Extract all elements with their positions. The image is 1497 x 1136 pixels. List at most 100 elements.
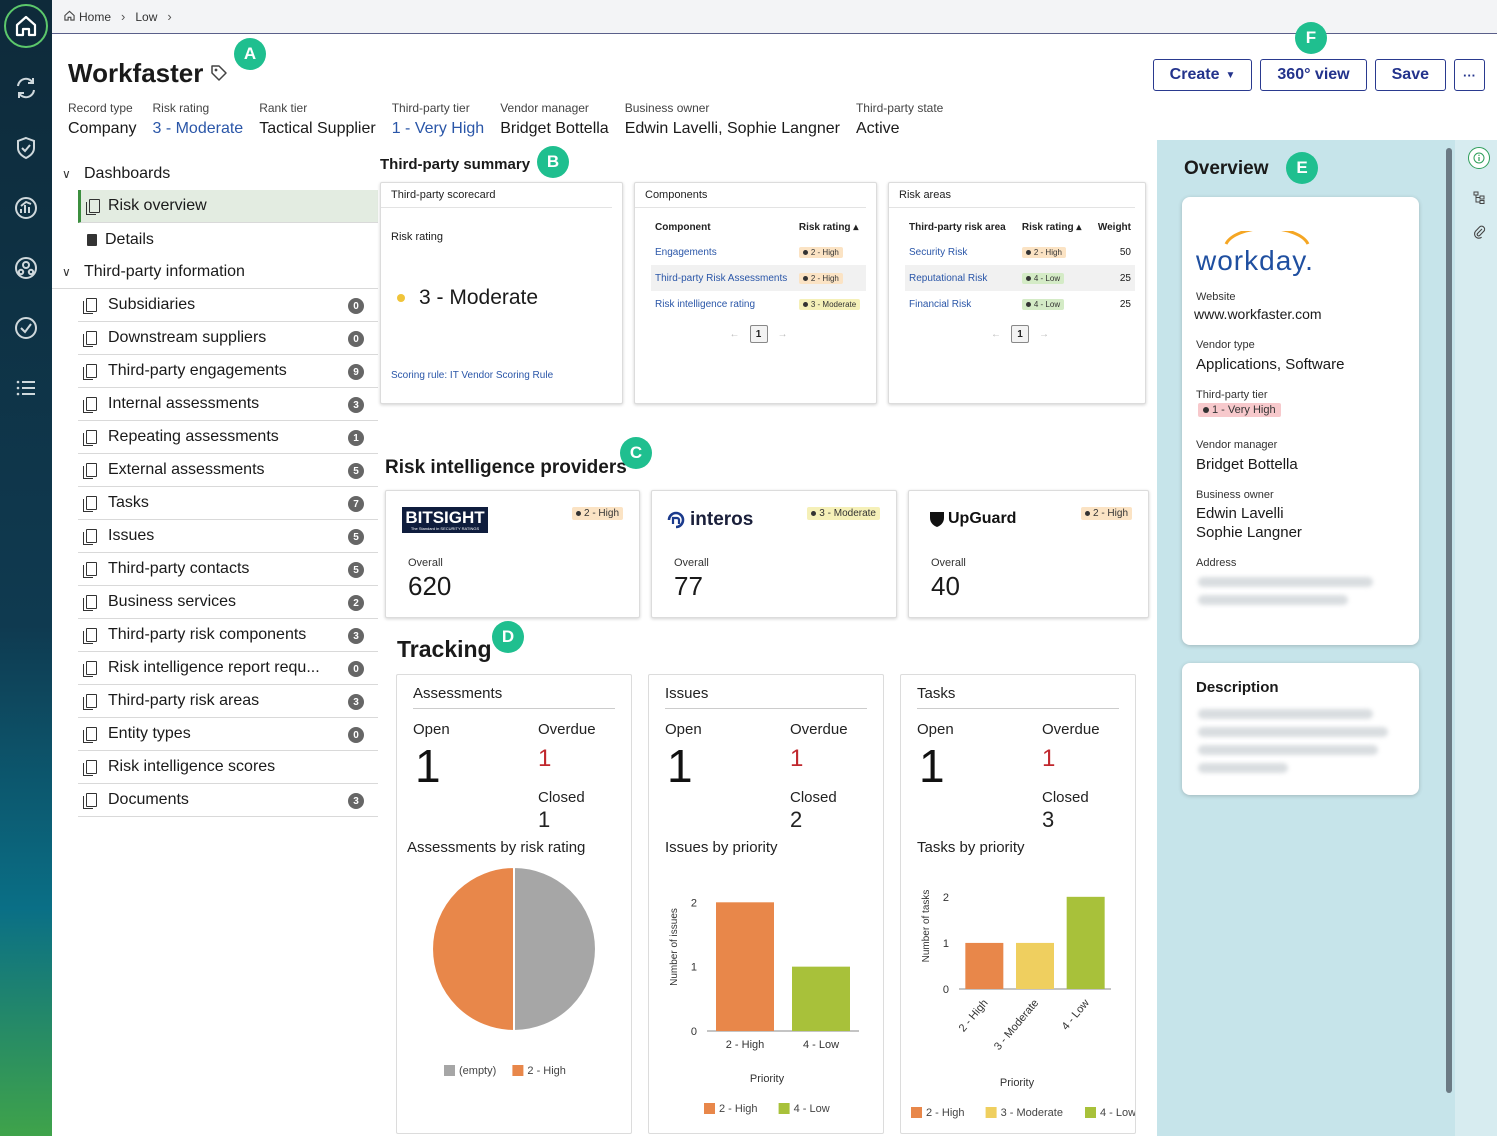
bitsight-tagline: The Standard in SECURITY RATINGS — [410, 526, 480, 531]
sync-icon[interactable] — [8, 70, 44, 106]
scoring-rule-link[interactable]: Scoring rule: IT Vendor Scoring Rule — [391, 370, 554, 381]
nav-item[interactable]: Repeating assessments 1 — [78, 421, 378, 454]
overdue-count[interactable]: 1 — [538, 745, 552, 772]
shield-icon[interactable] — [8, 130, 44, 166]
provider-card-upguard[interactable]: UpGuard 2 - High Overall 40 — [908, 490, 1149, 618]
tp-tier-link[interactable]: 1 - Very High — [391, 120, 485, 137]
overdue-count[interactable]: 1 — [1042, 745, 1056, 772]
nav-item[interactable]: Internal assessments 3 — [78, 388, 378, 421]
website-link[interactable]: www.workfaster.com — [1194, 306, 1322, 322]
create-button[interactable]: Create ▼ — [1152, 59, 1253, 91]
nav-item[interactable]: Subsidiaries 0 — [78, 289, 378, 322]
nav-group-third-party-info[interactable]: ∨ Third-party information — [52, 256, 378, 289]
breadcrumb-home[interactable]: Home — [79, 9, 112, 24]
nav-item[interactable]: Downstream suppliers 0 — [78, 322, 378, 355]
risk-area-link[interactable]: Reputational Risk — [909, 272, 988, 284]
col-header[interactable]: Risk rating ▴ — [798, 222, 859, 233]
panel-scrollbar[interactable] — [1446, 148, 1452, 1093]
nav-item[interactable]: Tasks 7 — [78, 487, 378, 520]
closed-count[interactable]: 3 — [1042, 807, 1055, 832]
open-count[interactable]: 1 — [667, 740, 693, 792]
count-badge: 3 — [348, 793, 364, 809]
info-icon[interactable] — [1468, 147, 1490, 169]
legend-swatch — [985, 1107, 997, 1118]
breadcrumb-low[interactable]: Low — [135, 9, 158, 24]
rating-pill: 2 - High — [798, 272, 843, 284]
chevron-down-icon: ∨ — [62, 265, 71, 279]
paperclip-icon[interactable] — [1468, 221, 1490, 243]
page-button[interactable]: 1 — [749, 325, 768, 343]
y-axis-label: Number of tasks — [921, 890, 932, 963]
overall-score: 77 — [674, 571, 703, 601]
col-header[interactable]: Third-party risk area — [909, 222, 1006, 233]
nav-item[interactable]: Third-party risk areas 3 — [78, 685, 378, 718]
redacted-description — [1198, 709, 1373, 719]
count-badge: 5 — [348, 562, 364, 578]
home-small-icon[interactable] — [64, 10, 75, 24]
col-header[interactable]: Risk rating ▴ — [1021, 222, 1082, 233]
pie-slice — [513, 865, 597, 1033]
component-link[interactable]: Engagements — [655, 246, 717, 258]
nav-item[interactable]: Business services 2 — [78, 586, 378, 619]
nav-item-label: Internal assessments — [108, 395, 260, 412]
document-icon — [83, 628, 97, 644]
count-badge: 3 — [348, 694, 364, 710]
more-options-button[interactable]: ··· — [1454, 59, 1485, 91]
rating-pill: 4 - Low — [1021, 298, 1065, 310]
legend-swatch — [778, 1103, 790, 1114]
col-header[interactable]: Weight — [1097, 222, 1131, 233]
risk-area-link[interactable]: Security Risk — [909, 246, 968, 258]
open-count[interactable]: 1 — [415, 740, 441, 792]
next-page-icon[interactable]: → — [1039, 328, 1049, 340]
upguard-logo: UpGuard — [929, 510, 1016, 528]
document-icon — [83, 595, 97, 611]
save-button[interactable]: Save — [1374, 59, 1446, 91]
nav-item[interactable]: Third-party contacts 5 — [78, 553, 378, 586]
component-link[interactable]: Third-party Risk Assessments — [655, 272, 788, 284]
overdue-label: Overdue — [790, 721, 848, 738]
nav-item[interactable]: Risk intelligence scores — [78, 751, 378, 784]
nav-item[interactable]: Third-party engagements 9 — [78, 355, 378, 388]
prev-page-icon[interactable]: ← — [991, 328, 1001, 340]
analytics-icon[interactable] — [8, 190, 44, 226]
providers-title: Risk intelligence providers — [385, 457, 627, 478]
rating-text: 2 - High — [810, 247, 839, 257]
nav-item[interactable]: Documents 3 — [78, 784, 378, 817]
nav-item[interactable]: Risk intelligence report requ... 0 — [78, 652, 378, 685]
list-icon[interactable] — [8, 370, 44, 406]
closed-count[interactable]: 2 — [790, 807, 803, 832]
open-label: Open — [413, 721, 450, 738]
document-icon — [83, 661, 97, 677]
overdue-label: Overdue — [538, 721, 596, 738]
component-link[interactable]: Risk intelligence rating — [655, 298, 756, 310]
risk-areas-table: Third-party risk area Risk rating ▴ Weight… — [905, 216, 1135, 317]
provider-card-interos[interactable]: interos 3 - Moderate Overall 77 — [651, 490, 897, 618]
tag-icon[interactable] — [210, 64, 228, 87]
nav-item[interactable]: External assessments 5 — [78, 454, 378, 487]
nav-group-dashboards[interactable]: ∨ Dashboards — [52, 157, 378, 190]
hierarchy-icon[interactable] — [1468, 186, 1490, 208]
rating-text: 3 - Moderate — [810, 299, 857, 309]
chevron-down-icon: ∨ — [62, 166, 71, 181]
nav-item-risk-overview[interactable]: Risk overview — [78, 190, 378, 223]
prev-page-icon[interactable]: ← — [729, 328, 740, 340]
page-button[interactable]: 1 — [1011, 325, 1029, 343]
closed-count[interactable]: 1 — [538, 807, 551, 832]
col-header[interactable]: Component — [655, 222, 711, 233]
nav-item[interactable]: Entity types 0 — [78, 718, 378, 751]
next-page-icon[interactable]: → — [777, 328, 788, 340]
home-icon[interactable] — [4, 4, 48, 48]
check-circle-icon[interactable] — [8, 310, 44, 346]
chevron-right-icon: › — [167, 9, 172, 24]
risk-rating-link[interactable]: 3 - Moderate — [152, 120, 244, 137]
360-view-button[interactable]: 360° view — [1260, 59, 1367, 91]
open-count[interactable]: 1 — [919, 740, 945, 792]
nav-item[interactable]: Issues 5 — [78, 520, 378, 553]
network-icon[interactable] — [8, 250, 44, 286]
nav-item-details[interactable]: Details — [52, 223, 378, 256]
provider-card-bitsight[interactable]: BITSIGHT The Standard in SECURITY RATING… — [385, 490, 640, 618]
overdue-count[interactable]: 1 — [790, 745, 804, 772]
nav-item[interactable]: Third-party risk components 3 — [78, 619, 378, 652]
legend-label: 2 - High — [926, 1107, 965, 1119]
risk-area-link[interactable]: Financial Risk — [909, 298, 972, 310]
